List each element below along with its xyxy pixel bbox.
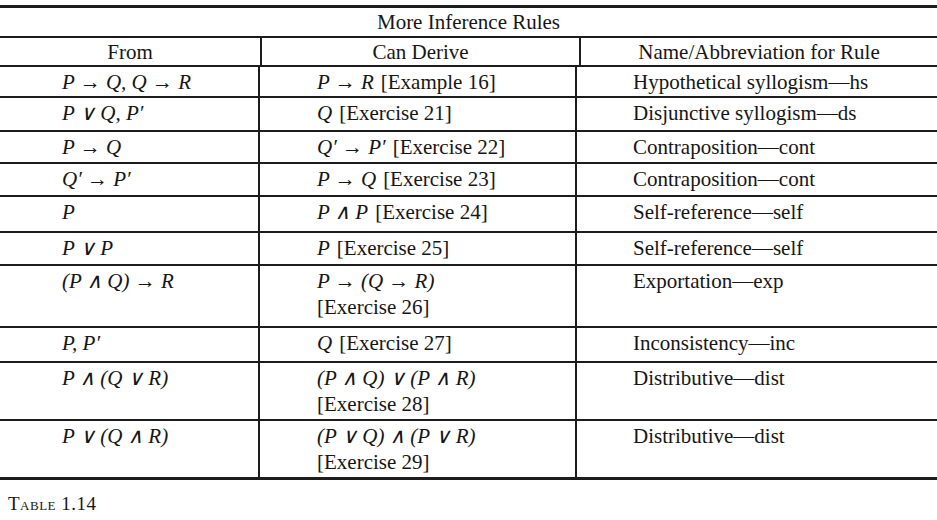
- rule-name: Hypothetical syllogism—hs: [633, 70, 868, 94]
- from-formula: Q′ → P′: [62, 167, 131, 191]
- can-derive-cell: (P ∨ Q) ∧ (P ∨ R)[Exercise 29]: [260, 421, 577, 477]
- table-row: P ∨ (Q ∧ R) (P ∨ Q) ∧ (P ∨ R)[Exercise 2…: [0, 421, 937, 480]
- derive-note: [Exercise 22]: [393, 135, 506, 159]
- table-title: More Inference Rules: [377, 9, 560, 35]
- derive-formula: P ∧ P: [317, 200, 368, 224]
- derive-formula: Q: [317, 101, 332, 125]
- from-formula: P ∨ (Q ∧ R): [62, 424, 168, 448]
- from-formula: P → Q: [62, 135, 121, 159]
- rule-name: Self-reference—self: [633, 236, 803, 260]
- table-row: (P ∧ Q) → R P → (Q → R)[Exercise 26] Exp…: [0, 266, 937, 328]
- derive-note: [Exercise 28]: [317, 391, 575, 417]
- column-header-can-derive: Can Derive: [262, 38, 581, 65]
- table-row: P → Q, Q → R P → R [Example 16] Hypotheti…: [0, 67, 937, 98]
- rule-name-cell: Inconsistency—inc: [577, 328, 937, 361]
- can-derive-cell: P → (Q → R)[Exercise 26]: [260, 266, 577, 326]
- rule-name-cell: Distributive—dist: [577, 421, 937, 477]
- column-header-from: From: [0, 38, 262, 65]
- from-cell: Q′ → P′: [0, 164, 260, 195]
- rule-name-cell: Exportation—exp: [577, 266, 937, 326]
- column-header-rule-name: Name/Abbreviation for Rule: [581, 38, 937, 65]
- from-cell: P → Q, Q → R: [0, 67, 260, 96]
- derive-formula: Q: [317, 331, 332, 355]
- rule-name-cell: Self-reference—self: [577, 197, 937, 231]
- from-cell: P → Q: [0, 132, 260, 162]
- derive-note: [Exercise 29]: [317, 449, 575, 475]
- derive-note: [Exercise 25]: [337, 236, 450, 260]
- derive-note: [Exercise 21]: [339, 101, 452, 125]
- derive-note: [Exercise 24]: [375, 200, 488, 224]
- table-row: P ∨ P P [Exercise 25] Self-reference—self: [0, 233, 937, 266]
- rule-name: Contraposition—cont: [633, 135, 815, 159]
- table-row: P, P′ Q [Exercise 27] Inconsistency—inc: [0, 328, 937, 363]
- table-row: P → Q Q′ → P′ [Exercise 22] Contrapositio…: [0, 132, 937, 164]
- table-row: Q′ → P′ P → Q [Exercise 23] Contrapositio…: [0, 164, 937, 197]
- rule-name: Distributive—dist: [633, 366, 785, 390]
- derive-formula: P → Q: [317, 167, 376, 191]
- rule-name: Disjunctive syllogism—ds: [633, 101, 856, 125]
- rule-name: Self-reference—self: [633, 200, 803, 224]
- derive-formula: P → (Q → R): [317, 269, 434, 293]
- can-derive-cell: P ∧ P [Exercise 24]: [260, 197, 577, 231]
- derive-formula: Q′ → P′: [317, 135, 386, 159]
- table-row: P ∨ Q, P′ Q [Exercise 21] Disjunctive syl…: [0, 98, 937, 132]
- rule-name: Distributive—dist: [633, 424, 785, 448]
- rule-name-cell: Contraposition—cont: [577, 164, 937, 195]
- from-formula: P → Q, Q → R: [62, 70, 191, 94]
- derive-note: [Exercise 23]: [383, 167, 496, 191]
- rule-name: Exportation—exp: [633, 269, 783, 293]
- derive-formula: (P ∧ Q) ∨ (P ∧ R): [317, 366, 475, 390]
- from-cell: P ∨ (Q ∧ R): [0, 421, 260, 477]
- rule-name-cell: Contraposition—cont: [577, 132, 937, 162]
- from-formula: P, P′: [62, 331, 100, 355]
- from-cell: P, P′: [0, 328, 260, 361]
- from-cell: P ∨ P: [0, 233, 260, 264]
- can-derive-cell: Q [Exercise 27]: [260, 328, 577, 361]
- rule-name: Inconsistency—inc: [633, 331, 795, 355]
- rule-name-cell: Self-reference—self: [577, 233, 937, 264]
- scanned-textbook-page: More Inference Rules From Can Derive Nam…: [0, 5, 937, 520]
- derive-formula: (P ∨ Q) ∧ (P ∨ R): [317, 424, 475, 448]
- rule-name-cell: Hypothetical syllogism—hs: [577, 67, 937, 96]
- derive-note: [Example 16]: [381, 70, 496, 94]
- table-row: P ∧ (Q ∨ R) (P ∧ Q) ∨ (P ∧ R)[Exercise 2…: [0, 363, 937, 421]
- derive-note: [Exercise 26]: [317, 294, 575, 320]
- from-formula: P ∨ Q, P′: [62, 101, 143, 125]
- table-row: P P ∧ P [Exercise 24] Self-reference—self: [0, 197, 937, 233]
- table-header-row: From Can Derive Name/Abbreviation for Ru…: [0, 38, 937, 67]
- derive-formula: P → R: [317, 70, 374, 94]
- from-formula: P ∧ (Q ∨ R): [62, 366, 168, 390]
- table-caption: Table 1.14: [8, 493, 937, 515]
- inference-rules-table: More Inference Rules From Can Derive Nam…: [0, 5, 937, 480]
- derive-formula: P: [317, 236, 330, 260]
- from-cell: P ∨ Q, P′: [0, 98, 260, 130]
- from-cell: P ∧ (Q ∨ R): [0, 363, 260, 419]
- can-derive-cell: (P ∧ Q) ∨ (P ∧ R)[Exercise 28]: [260, 363, 577, 419]
- from-cell: (P ∧ Q) → R: [0, 266, 260, 326]
- from-cell: P: [0, 197, 260, 231]
- can-derive-cell: P → Q [Exercise 23]: [260, 164, 577, 195]
- rule-name-cell: Disjunctive syllogism—ds: [577, 98, 937, 130]
- from-formula: P: [62, 200, 75, 224]
- can-derive-cell: Q′ → P′ [Exercise 22]: [260, 132, 577, 162]
- rule-name: Contraposition—cont: [633, 167, 815, 191]
- derive-note: [Exercise 27]: [339, 331, 452, 355]
- table-title-row: More Inference Rules: [0, 8, 937, 38]
- can-derive-cell: P → R [Example 16]: [260, 67, 577, 96]
- from-formula: (P ∧ Q) → R: [62, 269, 174, 293]
- rule-name-cell: Distributive—dist: [577, 363, 937, 419]
- can-derive-cell: Q [Exercise 21]: [260, 98, 577, 130]
- from-formula: P ∨ P: [62, 236, 113, 260]
- can-derive-cell: P [Exercise 25]: [260, 233, 577, 264]
